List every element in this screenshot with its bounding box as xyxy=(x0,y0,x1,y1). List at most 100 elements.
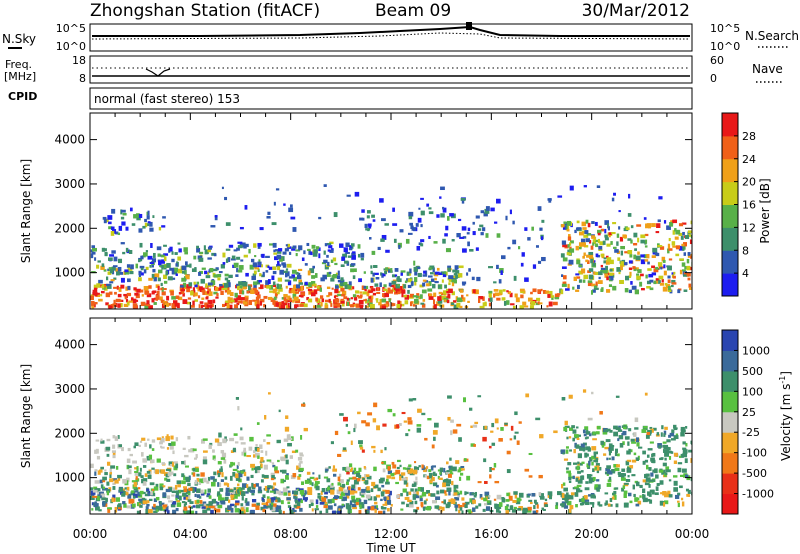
velocity-cell xyxy=(217,491,221,496)
velocity-cell xyxy=(498,502,503,507)
power-cell xyxy=(283,302,288,306)
power-cell xyxy=(608,234,611,238)
velocity-cell xyxy=(181,480,186,485)
velocity-cell xyxy=(182,447,186,450)
velocity-cell xyxy=(636,442,640,447)
power-cell xyxy=(155,294,160,300)
power-cell xyxy=(258,259,261,264)
power-cell xyxy=(677,289,681,294)
velocity-cell xyxy=(119,505,122,511)
power-cell xyxy=(588,251,594,255)
power-cell xyxy=(659,282,665,286)
power-cell xyxy=(562,275,567,280)
power-cell xyxy=(690,255,692,259)
power-cell xyxy=(606,257,612,262)
power-cell xyxy=(113,286,118,289)
power-cell xyxy=(237,269,243,273)
power-cell xyxy=(381,298,387,303)
velocity-cell xyxy=(199,504,204,507)
colorbar-tick-label: -100 xyxy=(742,447,767,460)
velocity-cell xyxy=(176,480,182,485)
velocity-cell xyxy=(106,481,110,486)
power-cell xyxy=(597,238,601,244)
velocity-cell xyxy=(357,487,361,491)
velocity-cell xyxy=(172,450,175,455)
velocity-cell xyxy=(183,503,186,507)
velocity-cell xyxy=(539,434,544,439)
velocity-cell xyxy=(216,501,220,506)
velocity-cell xyxy=(604,446,609,450)
power-cell xyxy=(630,225,634,229)
velocity-cell xyxy=(356,477,361,482)
velocity-cell xyxy=(202,438,208,441)
velocity-cell xyxy=(687,489,691,494)
velocity-cell xyxy=(323,505,328,509)
power-cell xyxy=(109,305,113,309)
velocity-cell xyxy=(324,503,329,506)
velocity-cell xyxy=(110,465,116,469)
velocity-cell xyxy=(528,475,533,478)
power-cell xyxy=(659,246,665,250)
power-cell xyxy=(444,296,449,300)
velocity-cell xyxy=(568,472,572,478)
power-cell xyxy=(462,281,466,286)
velocity-cell xyxy=(659,457,663,461)
velocity-cell xyxy=(483,458,487,463)
power-cell xyxy=(466,294,469,297)
power-cell xyxy=(647,261,650,265)
power-cell xyxy=(288,276,294,279)
velocity-cell xyxy=(646,464,649,470)
power-cell xyxy=(434,277,437,281)
velocity-cell xyxy=(587,417,593,421)
velocity-cell xyxy=(172,509,177,514)
velocity-cell xyxy=(106,490,110,496)
velocity-cell xyxy=(577,479,583,484)
velocity-cell xyxy=(109,473,112,479)
power-cell xyxy=(429,265,435,270)
power-cell xyxy=(499,289,503,295)
power-cell xyxy=(254,267,260,270)
power-cell xyxy=(518,246,521,250)
power-cell xyxy=(586,254,591,258)
velocity-cell xyxy=(592,476,596,481)
velocity-cell xyxy=(635,503,640,507)
velocity-cell xyxy=(175,497,178,501)
power-cell xyxy=(612,222,617,225)
velocity-cell xyxy=(583,433,587,437)
power-cell xyxy=(207,249,212,253)
velocity-cell xyxy=(112,435,116,439)
velocity-cell xyxy=(390,503,393,507)
power-cell xyxy=(299,304,304,307)
velocity-cell xyxy=(132,493,138,498)
velocity-cell xyxy=(565,492,569,497)
velocity-cell xyxy=(112,444,116,449)
velocity-cell xyxy=(454,504,459,508)
power-cell xyxy=(428,207,432,210)
velocity-cell xyxy=(109,472,113,475)
velocity-cell xyxy=(262,494,266,499)
power-cell xyxy=(415,295,420,299)
velocity-cell xyxy=(609,448,612,453)
power-cell xyxy=(240,297,246,301)
power-cell xyxy=(340,277,344,282)
power-cell xyxy=(603,257,607,260)
cpid-text: normal (fast stereo) 153 xyxy=(94,92,240,106)
velocity-cell xyxy=(153,503,156,508)
velocity-cell xyxy=(460,472,464,476)
power-cell xyxy=(658,280,661,284)
velocity-cell xyxy=(441,506,445,511)
velocity-cell xyxy=(202,459,208,465)
velocity-cell xyxy=(249,436,254,442)
velocity-cell xyxy=(225,487,230,493)
power-cell xyxy=(185,274,190,280)
power-cell xyxy=(125,226,129,231)
velocity-cell xyxy=(112,482,116,486)
velocity-cell xyxy=(94,469,98,472)
velocity-cell xyxy=(575,477,579,482)
power-cell xyxy=(574,229,577,234)
power-cell xyxy=(686,258,690,264)
velocity-cell xyxy=(644,473,648,479)
velocity-cell xyxy=(242,509,246,514)
velocity-cell xyxy=(591,391,594,395)
velocity-cell xyxy=(652,452,656,457)
